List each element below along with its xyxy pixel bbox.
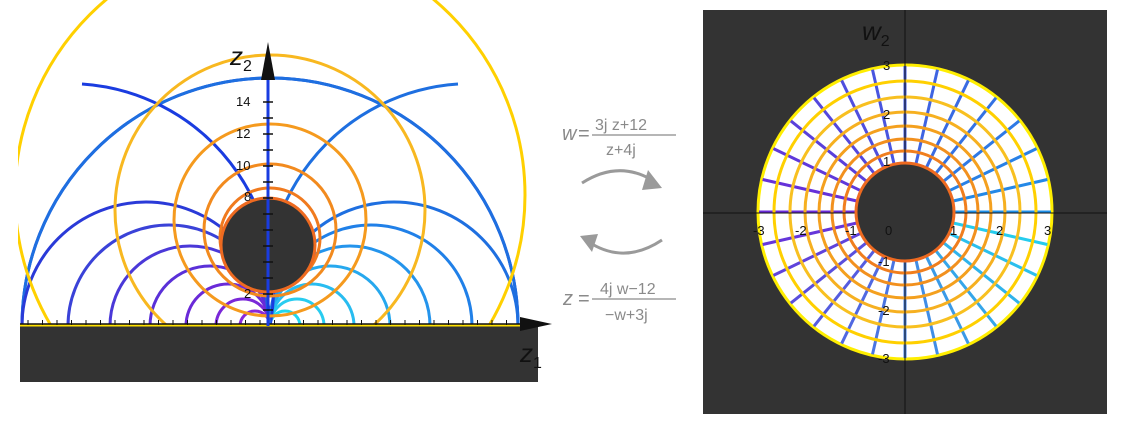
z2-tick-12: 12 — [236, 126, 250, 141]
inverse-map-equals: = — [578, 288, 590, 310]
w2-axis-label: w2 — [862, 16, 890, 50]
forward-map-denominator: z+4j — [606, 142, 636, 159]
curve-arc-right-4 — [268, 264, 392, 326]
w2-tick-minus-3: -3 — [878, 351, 890, 366]
z2-axis-ticks — [263, 101, 273, 311]
z1-axis-ticks — [27, 320, 507, 325]
w1-tick-minus-2: -2 — [795, 223, 807, 238]
w1-tick-minus-1: -1 — [845, 223, 857, 238]
w-plane-hole — [854, 161, 956, 263]
w1-tick-0: 0 — [885, 223, 892, 238]
w2-tick-minus-2: -2 — [878, 303, 890, 318]
z1-axis-label: z1 — [519, 338, 542, 372]
z-plane-panel: z1 z2 14 12 10 8 2 — [18, 0, 552, 382]
z2-tick-10: 10 — [236, 158, 250, 173]
forward-map-lhs: w — [562, 123, 578, 145]
inverse-map-formula: z = 4j w−12 −w+3j — [562, 281, 676, 324]
curve-arc-right-5 — [268, 282, 356, 326]
forward-map-numerator: 3j z+12 — [595, 117, 647, 134]
z2-tick-14: 14 — [236, 94, 250, 109]
w1-tick-2: 2 — [996, 223, 1003, 238]
forward-map-equals: = — [578, 123, 590, 145]
curve-orange-1 — [172, 122, 368, 318]
w2-tick-minus-1: -1 — [878, 254, 890, 269]
mapping-formulas: w = 3j z+12 z+4j z = 4j w−12 −w+3j — [562, 117, 676, 324]
curve-orange-2 — [202, 162, 338, 298]
forward-arrow-head — [642, 170, 662, 190]
w1-tick-1: 1 — [950, 223, 957, 238]
w2-tick-2: 2 — [883, 107, 890, 122]
w2-tick-3: 3 — [883, 58, 890, 73]
forward-arrow-curve — [581, 169, 653, 185]
z2-axis-label: z2 — [229, 41, 252, 75]
z2-tick-8: 8 — [244, 189, 251, 204]
z-plane-lower-region — [20, 326, 538, 382]
forward-map-formula: w = 3j z+12 z+4j — [562, 117, 676, 159]
inverse-map-denominator: −w+3j — [605, 307, 648, 324]
w1-tick-minus-3: -3 — [753, 223, 765, 238]
curve-arc-left-4 — [148, 264, 272, 326]
curve-arc-left-5 — [184, 282, 272, 326]
inverse-map-numerator: 4j w−12 — [600, 281, 656, 298]
w-plane-panel: -3 -2 -1 0 1 2 3 3 2 1 -1 -2 -3 w2 — [703, 10, 1107, 414]
z1-axis-arrow — [520, 317, 552, 331]
inverse-arrow-head — [580, 234, 598, 252]
inverse-arrow-curve — [591, 238, 663, 255]
w1-tick-3: 3 — [1044, 223, 1051, 238]
inverse-map-lhs: z — [562, 288, 573, 310]
curve-yellow-outer — [18, 0, 527, 326]
w2-tick-1: 1 — [883, 154, 890, 169]
z2-axis-arrow — [261, 42, 275, 80]
z2-tick-2: 2 — [244, 286, 251, 301]
